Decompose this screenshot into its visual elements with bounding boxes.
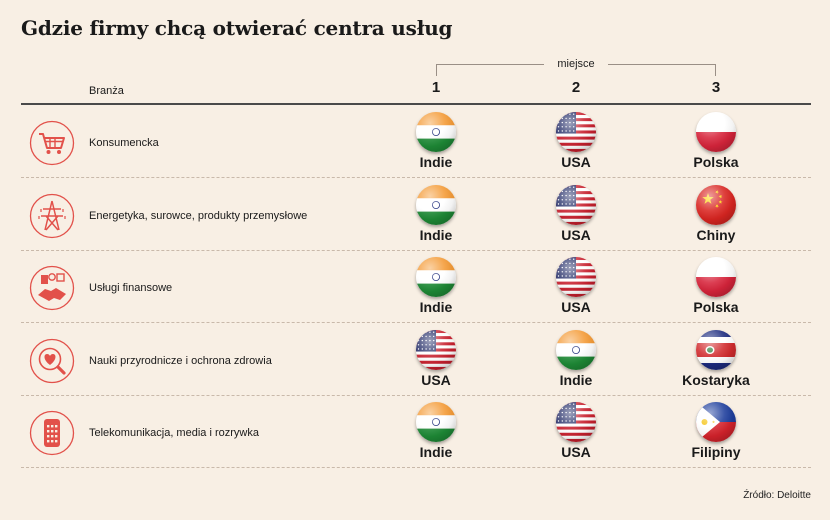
industry-row: Telekomunikacja, media i rozrywka Indie US… xyxy=(21,396,811,469)
row-divider xyxy=(21,177,811,178)
india-flag-icon xyxy=(416,402,456,443)
country-name: USA xyxy=(561,299,591,316)
country-name: Kostaryka xyxy=(682,371,750,388)
rank-header-1: 1 xyxy=(431,79,441,96)
row-divider xyxy=(21,322,811,324)
country-name: Indie xyxy=(419,444,453,461)
poland-flag-icon xyxy=(696,112,736,152)
rank-2-cell: USA xyxy=(526,112,626,178)
rank-1-cell: Indie xyxy=(386,184,486,251)
row-divider xyxy=(21,467,811,469)
india-flag-icon xyxy=(416,112,456,152)
rank-3-cell: Polska xyxy=(666,257,766,323)
country-name: USA xyxy=(421,371,451,388)
rank-1-cell: USA xyxy=(386,329,486,396)
rank-1-cell: Indie xyxy=(386,112,486,178)
usa-flag-icon xyxy=(556,184,596,225)
philippines-flag-icon xyxy=(696,402,736,443)
industry-label: Nauki przyrodnicze i ochrona zdrowia xyxy=(89,354,272,367)
industry-label: Konsumencka xyxy=(89,137,159,149)
page-title: Gdzie firmy chcą otwierać centra usług xyxy=(21,16,453,40)
industry-row: Nauki przyrodnicze i ochrona zdrowia USA I… xyxy=(21,324,811,396)
country-name: Indie xyxy=(419,226,453,243)
industry-label: Energetyka, surowce, produkty przemysłow… xyxy=(89,209,308,222)
country-name: Indie xyxy=(559,371,593,388)
costa-rica-flag-icon xyxy=(696,329,736,370)
industry-row: Usługi finansowe Indie USA Polska xyxy=(21,251,811,324)
rank-header-2: 2 xyxy=(571,79,581,96)
country-name: USA xyxy=(561,444,591,461)
rank-3-cell: Filipiny xyxy=(666,402,766,468)
poland-flag-icon xyxy=(696,257,736,298)
country-name: USA xyxy=(561,226,591,243)
rank-header-3: 3 xyxy=(711,79,721,96)
industry-label: Usługi finansowe xyxy=(89,282,173,295)
country-name: Indie xyxy=(419,299,453,316)
china-flag-icon xyxy=(696,184,736,225)
phone-keypad-icon xyxy=(29,410,75,456)
country-name: Polska xyxy=(693,154,739,170)
india-flag-icon xyxy=(556,329,596,370)
rank-1-cell: Indie xyxy=(386,402,486,468)
india-flag-icon xyxy=(416,257,456,298)
header-divider xyxy=(21,103,811,105)
row-divider xyxy=(21,249,811,251)
country-name: Chiny xyxy=(696,226,736,243)
rank-3-cell: Kostaryka xyxy=(666,329,766,396)
industry-row: Konsumencka Indie USA Polska xyxy=(21,106,811,178)
rank-3-cell: Polska xyxy=(666,112,766,178)
industry-column-header: Branża xyxy=(89,85,124,97)
india-flag-icon xyxy=(416,184,456,225)
rank-3-cell: Chiny xyxy=(666,184,766,251)
country-name: Polska xyxy=(693,299,739,316)
industry-label: Telekomunikacja, media i rozrywka xyxy=(89,427,259,440)
rank-group-label: miejsce xyxy=(557,58,595,70)
country-name: Indie xyxy=(419,154,453,170)
country-name: USA xyxy=(561,154,591,170)
rank-2-cell: Indie xyxy=(526,329,626,396)
rank-bracket xyxy=(436,64,716,76)
country-name: Filipiny xyxy=(691,444,741,461)
usa-flag-icon xyxy=(556,112,596,152)
rank-2-cell: USA xyxy=(526,257,626,323)
usa-flag-icon xyxy=(556,402,596,443)
rank-2-cell: USA xyxy=(526,402,626,468)
usa-flag-icon xyxy=(416,329,456,370)
usa-flag-icon xyxy=(556,257,596,298)
industry-row: Energetyka, surowce, produkty przemysłow… xyxy=(21,179,811,251)
row-divider xyxy=(21,394,811,396)
rank-1-cell: Indie xyxy=(386,257,486,323)
heart-magnifier-icon xyxy=(29,338,75,384)
source-note: Źródło: Deloitte xyxy=(743,490,811,501)
shopping-cart-icon xyxy=(29,120,75,166)
rank-2-cell: USA xyxy=(526,184,626,251)
handshake-money-icon xyxy=(29,265,75,311)
power-pylon-icon xyxy=(29,193,75,239)
